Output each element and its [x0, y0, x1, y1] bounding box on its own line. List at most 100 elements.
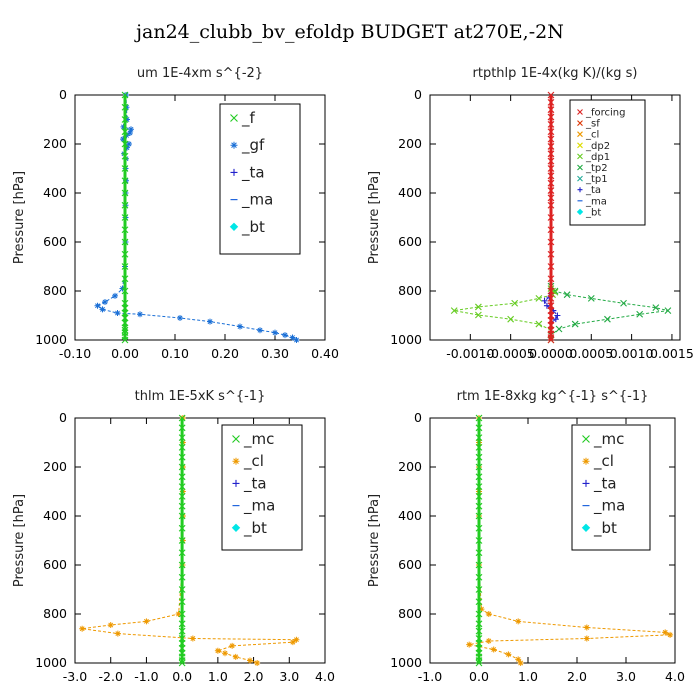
data-point [478, 606, 485, 613]
x-tick-label: 0.0005 [569, 346, 613, 361]
legend-marker [577, 175, 583, 182]
data-point [222, 650, 228, 657]
y-axis-label: Pressure [hPa] [12, 171, 27, 264]
plot-frame [74, 417, 326, 664]
data-point [229, 642, 236, 649]
y-tick-label: 600 [43, 557, 67, 572]
data-point [143, 618, 150, 625]
panel-title: rtpthlp 1E-4x(kg K)/(kg s) [473, 66, 638, 81]
data-point [121, 128, 129, 136]
data-point [511, 299, 519, 307]
data-point [121, 319, 129, 327]
series-mc [178, 414, 186, 667]
chart-panel-2: rtpthlp 1E-4x(kg K)/(kg s) Pressure [hPa]… [367, 66, 694, 361]
data-point [121, 263, 129, 270]
data-point [475, 434, 483, 441]
data-point [121, 238, 129, 246]
legend-label: _tp1 [585, 174, 608, 185]
x-tick-label: 3.0 [279, 669, 299, 684]
data-point [94, 302, 101, 309]
data-point [272, 329, 278, 336]
data-point [475, 657, 483, 664]
data-point [178, 414, 186, 422]
data-point [178, 453, 186, 461]
legend-label: _ma [241, 191, 273, 210]
data-point [475, 512, 483, 520]
data-point [547, 165, 555, 172]
y-tick-label: 600 [43, 234, 67, 249]
data-point [475, 537, 483, 544]
y-tick-label: 400 [43, 185, 67, 200]
legend-marker [232, 435, 240, 443]
legend-marker [230, 114, 238, 122]
y-axis-label: Pressure [hPa] [367, 494, 382, 587]
legend-marker [230, 141, 238, 149]
x-tick-label: -1.0 [418, 669, 442, 684]
data-point [547, 307, 555, 314]
data-point [121, 214, 129, 221]
data-point [485, 611, 492, 617]
data-point [547, 179, 555, 187]
data-point [178, 502, 186, 510]
y-tick-label: 600 [398, 234, 422, 249]
legend-label: _dp1 [585, 152, 610, 163]
data-point [535, 294, 543, 302]
data-point [120, 136, 126, 143]
data-point [475, 424, 483, 432]
data-point [604, 315, 611, 323]
legend-label: _f [241, 109, 256, 128]
data-point [178, 524, 186, 532]
data-point [178, 627, 186, 635]
y-tick-label: 800 [398, 283, 422, 298]
legend-label: _forcing [585, 108, 626, 119]
data-point [177, 314, 183, 321]
x-tick-label: -2.0 [99, 669, 123, 684]
data-point [547, 91, 555, 99]
data-point [587, 294, 595, 302]
data-point [475, 463, 483, 471]
legend-marker [232, 479, 240, 487]
legend-label: _ma [585, 196, 607, 207]
y-tick-label: 200 [43, 136, 67, 151]
y-tick-label: 200 [398, 136, 422, 151]
data-point [583, 624, 590, 631]
legend-marker [577, 109, 583, 115]
x-tick-label: 0.0010 [610, 346, 654, 361]
data-point [114, 310, 121, 317]
data-point [102, 299, 108, 306]
data-point [121, 336, 129, 344]
data-point [547, 294, 555, 302]
x-tick-label: 1.0 [208, 669, 228, 684]
data-point [121, 304, 129, 312]
data-point [547, 321, 555, 329]
data-point [475, 659, 483, 667]
data-point [547, 143, 555, 150]
legend-marker [582, 457, 590, 465]
chart-panel-1: um 1E-4xm s^{-2} Pressure [hPa] -0.10 0.00 0… [12, 66, 339, 361]
data-point [178, 444, 186, 451]
legend-label: _tp2 [585, 163, 608, 174]
data-point [293, 636, 300, 643]
data-point [547, 238, 555, 246]
x-tick-label: -3.0 [63, 669, 87, 684]
data-point [178, 493, 186, 500]
data-point [178, 434, 186, 441]
y-tick-label: 400 [398, 508, 422, 523]
data-point [121, 275, 129, 283]
x-tick-label: 0.0000 [529, 346, 573, 361]
data-point [636, 310, 644, 318]
legend: _mc _cl _ta _ma _bt [221, 424, 303, 551]
data-point [547, 263, 555, 270]
data-point [450, 307, 458, 314]
x-tick-label: 0.0 [172, 669, 192, 684]
legend-marker [577, 142, 583, 149]
legend-label: _cl [243, 452, 264, 471]
series-forcing [547, 91, 555, 344]
data-point [475, 493, 483, 500]
data-point [515, 618, 522, 625]
data-point [554, 312, 561, 319]
x-tick-label: 0.10 [161, 346, 189, 361]
data-point [178, 512, 186, 520]
x-tick-label: 0.20 [211, 346, 239, 361]
data-point [547, 172, 555, 180]
